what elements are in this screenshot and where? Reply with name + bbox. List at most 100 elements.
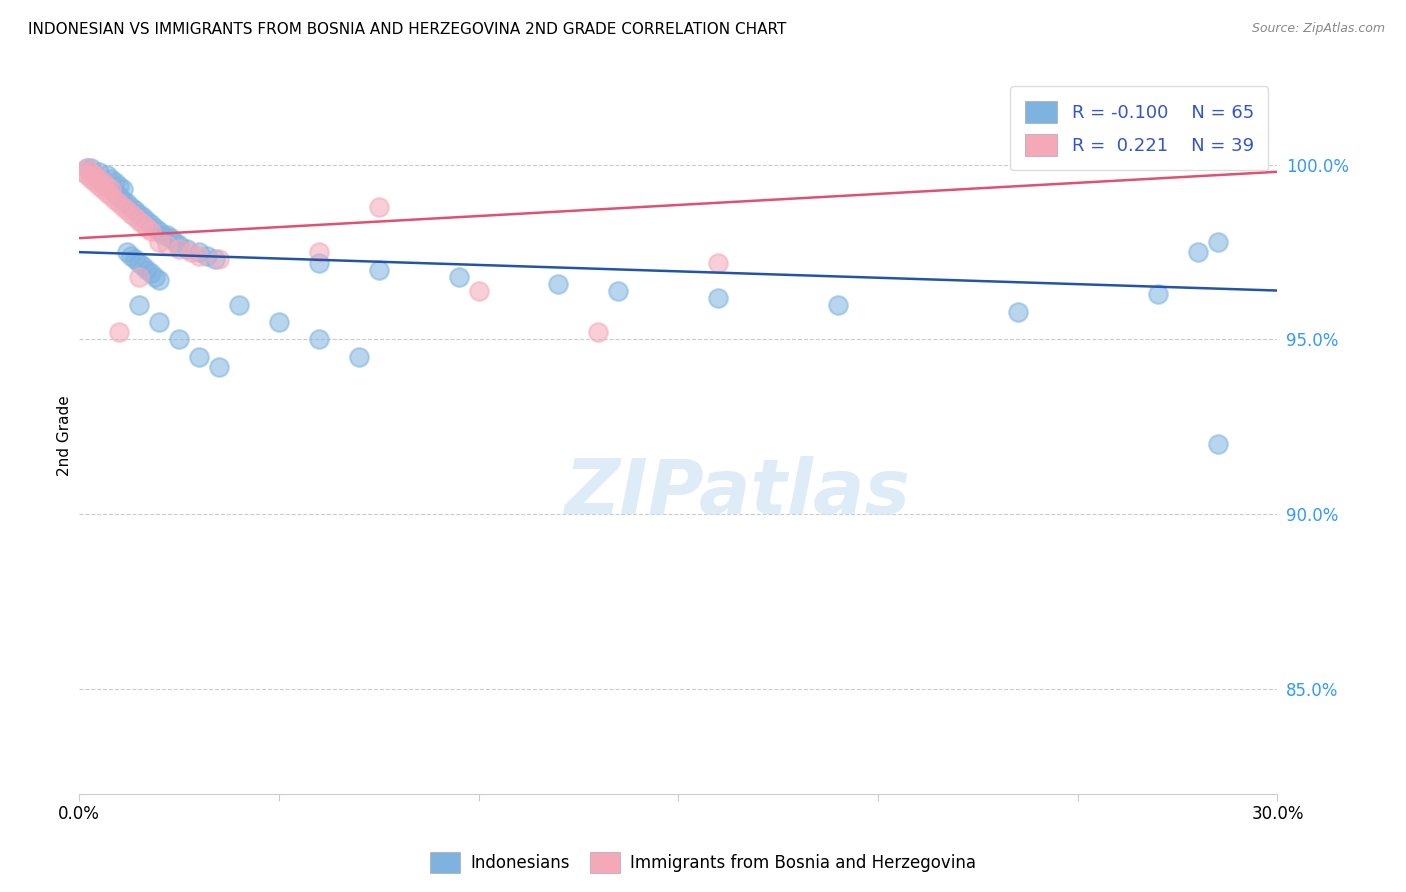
Point — [96, 178, 118, 193]
Point — [136, 220, 159, 235]
Point — [108, 178, 131, 193]
Point — [148, 315, 170, 329]
Point — [208, 360, 231, 375]
Point — [80, 165, 103, 179]
Point — [167, 333, 190, 347]
Point — [467, 284, 489, 298]
Point — [96, 178, 118, 193]
Legend: Indonesians, Immigrants from Bosnia and Herzegovina: Indonesians, Immigrants from Bosnia and … — [423, 846, 983, 880]
Point — [128, 207, 150, 221]
Point — [104, 186, 127, 200]
Point — [108, 326, 131, 340]
Point — [84, 168, 107, 182]
Point — [91, 175, 114, 189]
Point — [308, 255, 330, 269]
Point — [84, 175, 107, 189]
Point — [72, 165, 94, 179]
Point — [87, 165, 110, 179]
Point — [80, 161, 103, 176]
Point — [188, 245, 211, 260]
Point — [80, 165, 103, 179]
Point — [87, 178, 110, 193]
Point — [120, 200, 142, 214]
Point — [188, 249, 211, 263]
Point — [91, 182, 114, 196]
Point — [124, 252, 146, 266]
Point — [367, 262, 389, 277]
Point — [588, 326, 610, 340]
Point — [1206, 437, 1229, 451]
Point — [1187, 245, 1209, 260]
Point — [204, 252, 226, 266]
Point — [76, 168, 98, 182]
Point — [148, 224, 170, 238]
Point — [100, 182, 122, 196]
Point — [347, 350, 370, 364]
Point — [96, 168, 118, 182]
Point — [80, 171, 103, 186]
Point — [1007, 304, 1029, 318]
Point — [120, 207, 142, 221]
Point — [87, 171, 110, 186]
Point — [167, 242, 190, 256]
Point — [156, 227, 179, 242]
Point — [827, 297, 849, 311]
Point — [139, 266, 162, 280]
Point — [547, 277, 569, 291]
Y-axis label: 2nd Grade: 2nd Grade — [58, 395, 72, 476]
Point — [96, 186, 118, 200]
Point — [128, 255, 150, 269]
Point — [112, 193, 135, 207]
Point — [447, 269, 470, 284]
Point — [208, 252, 231, 266]
Point — [124, 210, 146, 224]
Point — [120, 249, 142, 263]
Text: INDONESIAN VS IMMIGRANTS FROM BOSNIA AND HERZEGOVINA 2ND GRADE CORRELATION CHART: INDONESIAN VS IMMIGRANTS FROM BOSNIA AND… — [28, 22, 786, 37]
Text: Source: ZipAtlas.com: Source: ZipAtlas.com — [1251, 22, 1385, 36]
Point — [308, 333, 330, 347]
Point — [132, 259, 155, 273]
Point — [112, 182, 135, 196]
Point — [367, 200, 389, 214]
Point — [148, 273, 170, 287]
Point — [267, 315, 290, 329]
Point — [228, 297, 250, 311]
Point — [115, 196, 138, 211]
Point — [139, 224, 162, 238]
Point — [128, 269, 150, 284]
Point — [136, 213, 159, 227]
Point — [607, 284, 630, 298]
Point — [76, 161, 98, 176]
Point — [132, 210, 155, 224]
Legend: R = -0.100    N = 65, R =  0.221    N = 39: R = -0.100 N = 65, R = 0.221 N = 39 — [1011, 87, 1268, 170]
Point — [128, 297, 150, 311]
Point — [308, 245, 330, 260]
Point — [115, 203, 138, 218]
Point — [143, 220, 166, 235]
Point — [108, 196, 131, 211]
Point — [87, 171, 110, 186]
Point — [100, 189, 122, 203]
Point — [167, 238, 190, 252]
Point — [104, 175, 127, 189]
Point — [707, 255, 730, 269]
Point — [84, 168, 107, 182]
Point — [148, 235, 170, 249]
Point — [160, 231, 183, 245]
Point — [156, 238, 179, 252]
Point — [91, 175, 114, 189]
Point — [1206, 151, 1229, 165]
Point — [115, 245, 138, 260]
Point — [112, 200, 135, 214]
Point — [139, 217, 162, 231]
Point — [188, 350, 211, 364]
Point — [143, 269, 166, 284]
Point — [707, 291, 730, 305]
Point — [163, 235, 186, 249]
Point — [132, 217, 155, 231]
Point — [76, 161, 98, 176]
Point — [1146, 287, 1168, 301]
Text: ZIPatlas: ZIPatlas — [565, 456, 911, 530]
Point — [100, 182, 122, 196]
Point — [108, 189, 131, 203]
